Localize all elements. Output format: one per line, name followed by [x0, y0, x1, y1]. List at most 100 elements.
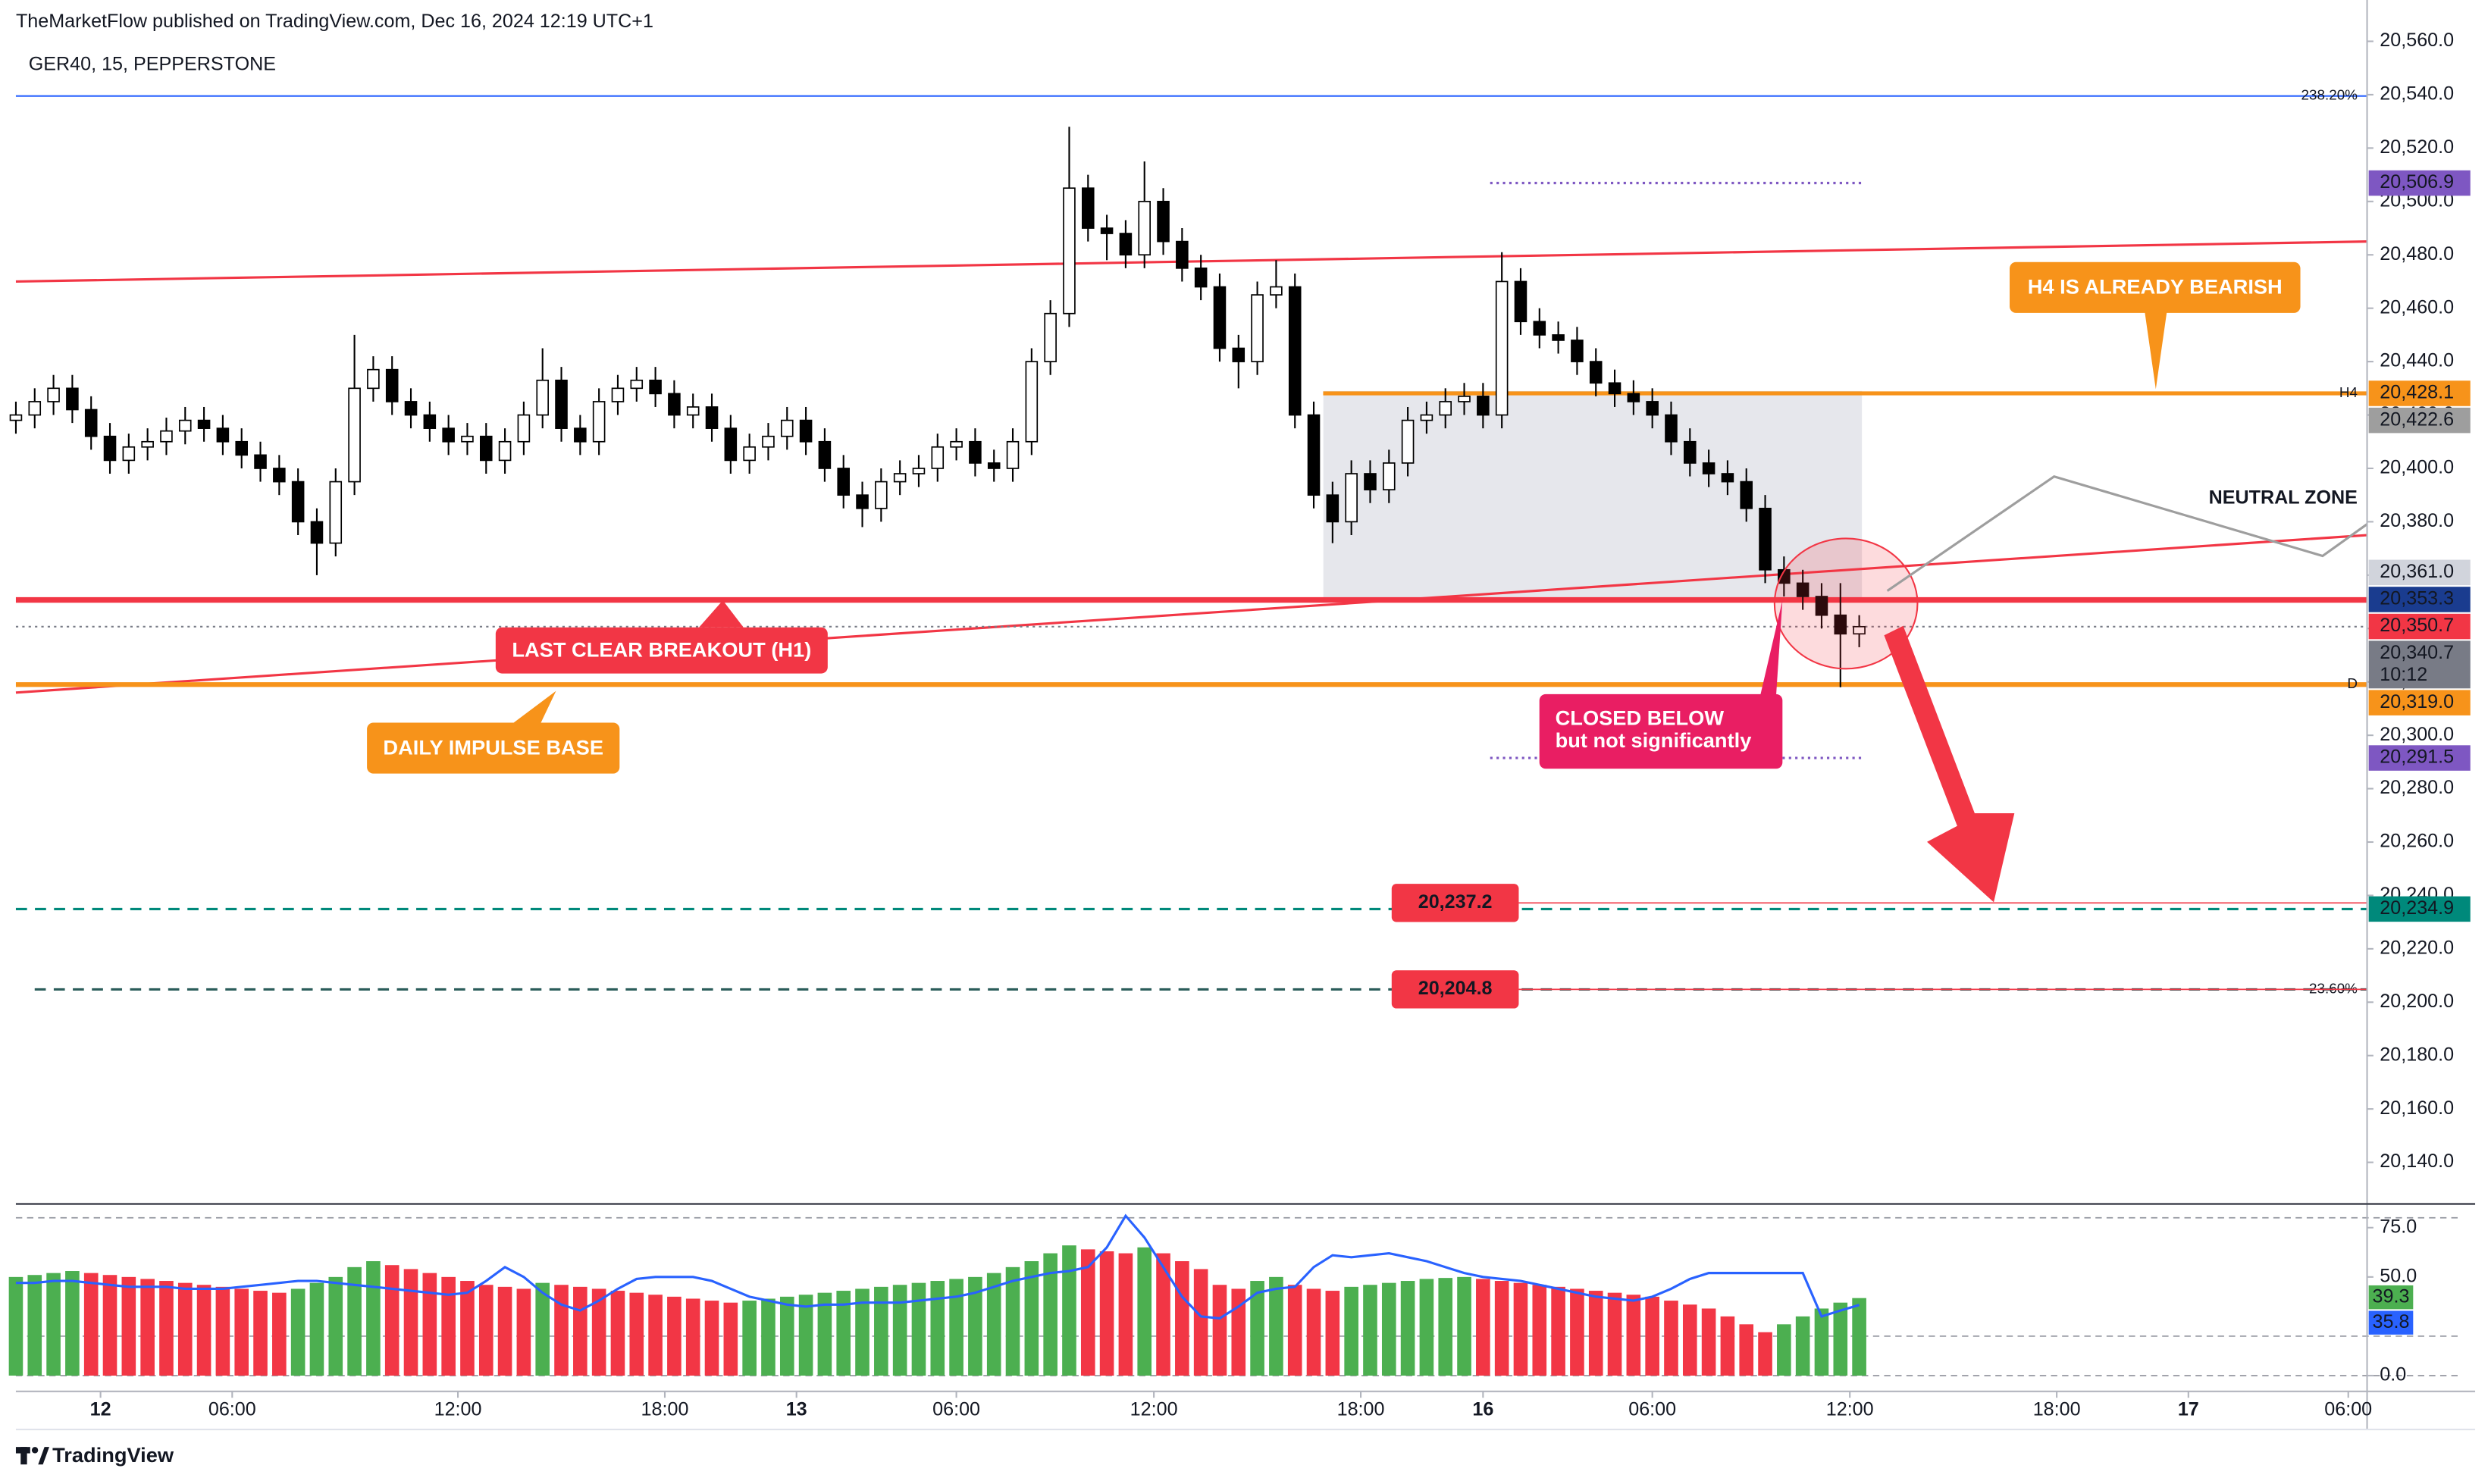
- candle-body: [1796, 582, 1810, 597]
- candle-body: [517, 414, 531, 443]
- candle-body: [1100, 227, 1114, 234]
- osc-bar: [610, 1291, 625, 1376]
- candle-body: [1608, 382, 1622, 395]
- osc-bar: [140, 1279, 155, 1376]
- x-tick-label: 12: [90, 1399, 111, 1420]
- osc-bar: [573, 1286, 588, 1376]
- osc-bar: [1588, 1291, 1603, 1376]
- osc-bar: [1626, 1295, 1641, 1376]
- y-tick-label: 20,460.0: [2380, 296, 2454, 318]
- price-tag: [2368, 745, 2471, 771]
- osc-bar: [121, 1276, 136, 1376]
- candle-body: [1571, 340, 1584, 362]
- osc-bar: [968, 1276, 982, 1376]
- candle-body: [686, 406, 700, 416]
- x-tick-label: 12:00: [1826, 1399, 1874, 1420]
- osc-bar: [1476, 1279, 1490, 1376]
- osc-bar: [1833, 1302, 1848, 1376]
- candle-body: [1307, 414, 1321, 496]
- level-name: H4: [2339, 384, 2358, 400]
- projection-path: [1886, 474, 2368, 592]
- osc-bar: [1363, 1285, 1377, 1376]
- osc-bar: [1551, 1286, 1565, 1376]
- osc-bar: [1720, 1316, 1735, 1376]
- annotations-layer: LAST CLEAR BREAKOUT (H1) DAILY IMPULSE B…: [367, 261, 2301, 774]
- osc-bar: [554, 1285, 569, 1376]
- candle-body: [762, 435, 775, 448]
- osc-bar: [1457, 1276, 1471, 1376]
- osc-tag: [2368, 1310, 2414, 1335]
- osc-bar: [102, 1275, 118, 1376]
- logo-part: [20, 1447, 27, 1465]
- candle-body: [1439, 401, 1452, 416]
- osc-bar: [1344, 1286, 1358, 1376]
- candle-body: [197, 419, 211, 429]
- osc-bar: [8, 1276, 24, 1376]
- osc-bar: [27, 1275, 42, 1376]
- osc-bar: [685, 1298, 700, 1376]
- y-tick-label: 20,480.0: [2380, 243, 2454, 265]
- osc-bar: [648, 1295, 663, 1376]
- price-tag: [2368, 170, 2471, 196]
- y-tick-label: 20,300.0: [2380, 724, 2454, 745]
- highlight-ellipse: [1773, 537, 1919, 670]
- osc-bar: [497, 1286, 512, 1376]
- osc-bar: [1400, 1281, 1415, 1376]
- y-tick-label: 20,220.0: [2380, 938, 2454, 959]
- osc-bar: [196, 1285, 212, 1376]
- x-tick-label: 18:00: [1337, 1399, 1385, 1420]
- osc-bar: [1024, 1261, 1039, 1376]
- osc-bar: [874, 1286, 888, 1376]
- y-tick-label: 20,200.0: [2380, 991, 2454, 1012]
- candle-body: [856, 494, 869, 509]
- osc-bar: [1607, 1292, 1622, 1376]
- osc-tag-label: 35.8: [2373, 1311, 2410, 1332]
- price-tag: [2368, 896, 2471, 922]
- trend-line: [15, 534, 2367, 694]
- down-arrow: [1884, 625, 2015, 903]
- y-tick-label: 20,280.0: [2380, 777, 2454, 798]
- candle-body: [1157, 200, 1170, 243]
- callout-box: [495, 627, 828, 674]
- candle-body: [987, 462, 1001, 469]
- osc-bar: [1325, 1291, 1340, 1376]
- candle-body: [799, 419, 813, 443]
- candle-body: [1477, 396, 1490, 416]
- candle-body: [1420, 414, 1434, 421]
- osc-bar: [1664, 1301, 1678, 1376]
- candle-body: [235, 440, 248, 456]
- candle-body: [367, 368, 380, 390]
- candle-body: [931, 446, 945, 469]
- osc-bar: [1570, 1288, 1584, 1376]
- brand-logo: [15, 1447, 49, 1465]
- osc-bar: [215, 1286, 230, 1376]
- osc-line: [15, 1213, 1860, 1320]
- candle-body: [1345, 473, 1358, 523]
- osc-bar: [1269, 1276, 1283, 1376]
- osc-bar: [817, 1292, 832, 1376]
- candle-body: [348, 387, 361, 483]
- candle-body: [66, 387, 79, 411]
- callout-text: LAST CLEAR BREAKOUT (H1): [512, 637, 811, 661]
- osc-bar: [591, 1288, 606, 1376]
- osc-bar: [290, 1288, 306, 1376]
- osc-bar: [1156, 1253, 1170, 1376]
- x-tick-label: 13: [786, 1399, 807, 1420]
- tags-layer: 20,237.2 20,204.8 39.3 35.8 20,506.9 20,428.1…: [1391, 170, 2471, 1335]
- osc-bar: [309, 1282, 324, 1376]
- candle-body: [780, 419, 794, 437]
- zone-label: NEUTRAL ZONE: [2209, 487, 2358, 509]
- candle-body: [1684, 440, 1697, 464]
- candle-body: [1702, 462, 1716, 474]
- y-tick-label: 20,560.0: [2380, 30, 2454, 51]
- candle-body: [969, 440, 982, 464]
- osc-bar: [460, 1281, 475, 1376]
- osc-bar: [272, 1292, 287, 1376]
- y-tick-label: 20,180.0: [2380, 1044, 2454, 1065]
- osc-bar: [911, 1282, 926, 1376]
- price-tag-countdown: 10:12: [2380, 664, 2427, 685]
- x-tick-label: 12:00: [434, 1399, 482, 1420]
- candle-body: [1495, 280, 1509, 416]
- candle-body: [950, 440, 963, 448]
- osc-bar: [516, 1288, 531, 1376]
